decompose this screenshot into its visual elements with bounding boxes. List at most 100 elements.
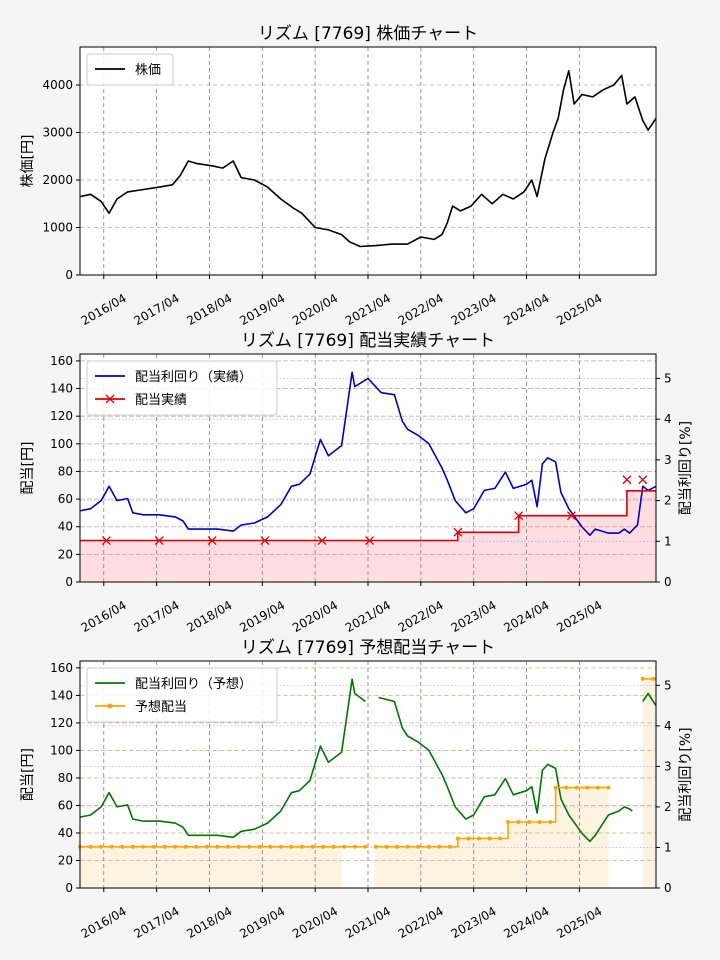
y-tick-label: 120 — [50, 409, 73, 423]
forecast-dot — [640, 676, 645, 681]
dividend-marker — [317, 536, 327, 546]
forecast-dot — [183, 844, 188, 849]
forecast-dot — [257, 844, 262, 849]
y-right-tick-label: 5 — [664, 678, 672, 692]
y-tick-label: 0 — [65, 268, 73, 282]
dividend-marker — [622, 475, 632, 485]
y-right-axis-label: 配当利回り[%] — [678, 421, 694, 515]
legend-dot — [107, 703, 113, 709]
dividend-marker — [101, 536, 111, 546]
forecast-dot — [247, 844, 252, 849]
forecast-dot — [99, 844, 104, 849]
y-right-tick-label: 0 — [664, 575, 672, 589]
forecast-dot — [236, 844, 241, 849]
y-right-tick-label: 4 — [664, 412, 672, 426]
x-tick-label: 2018/04 — [184, 291, 234, 328]
chart-title: リズム [7769] 配当実績チャート — [241, 331, 495, 351]
grid — [80, 47, 656, 276]
y-tick-label: 40 — [58, 520, 73, 534]
forecast-dot — [373, 844, 378, 849]
y-tick-label: 140 — [50, 688, 73, 702]
x-tick-label: 2023/04 — [449, 598, 499, 635]
forecast-dot — [342, 844, 347, 849]
y-tick-label: 40 — [58, 826, 73, 840]
forecast-dot — [548, 819, 553, 824]
forecast-dot — [310, 844, 315, 849]
forecast-dot — [516, 819, 521, 824]
y-right-tick-label: 3 — [664, 759, 672, 773]
x-tick-label: 2017/04 — [132, 598, 182, 635]
x-tick-label: 2024/04 — [501, 904, 551, 941]
x-tick-label: 2025/04 — [554, 291, 604, 328]
x-tick-label: 2025/04 — [554, 904, 604, 941]
x-tick-label: 2023/04 — [449, 904, 499, 941]
forecast-dot — [109, 844, 114, 849]
forecast-dot — [395, 844, 400, 849]
y-tick-label: 0 — [65, 881, 73, 895]
x-tick-label: 2018/04 — [184, 904, 234, 941]
x-tick-label: 2021/04 — [343, 291, 393, 328]
forecast-dot — [506, 819, 511, 824]
y-tick-label: 100 — [50, 437, 73, 451]
forecast-dot — [204, 844, 209, 849]
actual-dividend-chart: 0 20 40 60 80 100 120 140 160 0 1 2 3 4 5 2016/04 2017/0… — [20, 331, 694, 635]
x-tick-label: 2019/04 — [237, 291, 287, 328]
forecast-dot — [162, 844, 167, 849]
forecast-dot — [585, 785, 590, 790]
forecast-dot — [194, 844, 199, 849]
y-right-tick-label: 4 — [664, 719, 672, 733]
x-tick-label: 2022/04 — [396, 291, 446, 328]
y-tick-label: 80 — [58, 464, 73, 478]
forecast-dot — [151, 844, 156, 849]
forecast-area-fill — [373, 787, 609, 888]
legend-marker — [105, 394, 115, 404]
forecast-area-fill — [80, 846, 342, 888]
x-tick-label: 2018/04 — [184, 598, 234, 635]
legend: 配当利回り（予想） 予想配当 — [86, 667, 278, 723]
x-tick-label: 2016/04 — [79, 598, 129, 635]
chart-title: リズム [7769] 株価チャート — [258, 24, 478, 44]
forecast-dot — [651, 676, 656, 681]
forecast-dot — [225, 844, 230, 849]
dividend-marker — [638, 475, 648, 485]
x-tick-label: 2022/04 — [396, 598, 446, 635]
y-axis-label: 株価[円] — [20, 135, 36, 188]
y-tick-label: 100 — [50, 743, 73, 757]
forecast-dot — [289, 844, 294, 849]
forecast-dot — [88, 844, 93, 849]
legend-box — [86, 360, 278, 416]
y-tick-label: 1000 — [42, 221, 73, 235]
y-tick-label: 60 — [58, 798, 73, 812]
x-tick-label: 2017/04 — [132, 904, 182, 941]
forecast-dot — [352, 844, 357, 849]
forecast-dot — [455, 836, 460, 841]
forecast-dot — [215, 844, 220, 849]
forecast-dot — [498, 836, 503, 841]
forecast-dot — [384, 844, 389, 849]
dividend-step-line — [80, 490, 656, 542]
y-axis-label: 配当[円] — [20, 442, 36, 495]
dividend-marker — [566, 511, 576, 521]
forecast-dot — [437, 844, 442, 849]
dividend-marker — [453, 527, 463, 537]
forecast-dot — [426, 844, 431, 849]
chart-title: リズム [7769] 予想配当チャート — [241, 638, 495, 658]
series-line-0 — [79, 70, 657, 248]
forecast-dot — [321, 844, 326, 849]
y-tick-label: 4000 — [42, 78, 73, 92]
y-right-tick-label: 1 — [664, 534, 672, 548]
forecast-dot — [416, 844, 421, 849]
forecast-dot — [363, 844, 368, 849]
dividend-marker — [365, 536, 375, 546]
legend: 株価 — [86, 53, 174, 86]
legend-box — [86, 667, 278, 723]
x-tick-label: 2023/04 — [449, 291, 499, 328]
forecast-dot — [278, 844, 283, 849]
forecast-dot — [405, 844, 410, 849]
x-tick-label: 2022/04 — [396, 904, 446, 941]
forecast-dot — [574, 785, 579, 790]
forecast-dot — [268, 844, 273, 849]
forecast-dot — [141, 844, 146, 849]
forecast-dot — [527, 819, 532, 824]
